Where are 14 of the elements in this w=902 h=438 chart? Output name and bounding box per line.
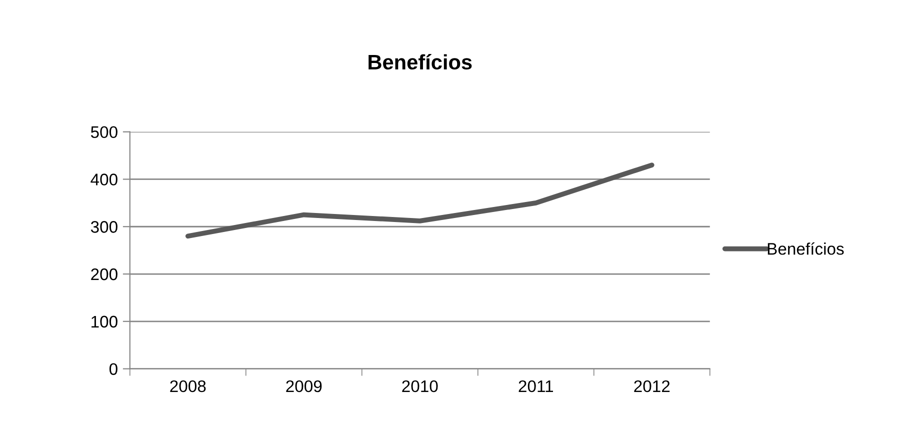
x-tick-label: 2010 [402, 380, 438, 392]
x-tick-label: 2011 [518, 380, 553, 392]
x-tick-label: 2009 [286, 380, 322, 392]
line-series [185, 162, 654, 239]
y-tick-label: 400 [90, 174, 118, 186]
y-tick-label: 0 [109, 363, 118, 375]
x-tick-label: 2008 [170, 380, 206, 392]
y-tick-label: 500 [90, 126, 118, 138]
legend-label: Benefícios [768, 242, 844, 255]
y-tick-label: 200 [91, 268, 118, 280]
x-tick-label: 2012 [634, 380, 670, 392]
chart-title: Benefícios [368, 54, 472, 70]
y-tick-label: 300 [90, 221, 118, 233]
y-tick-label: 100 [92, 316, 118, 328]
